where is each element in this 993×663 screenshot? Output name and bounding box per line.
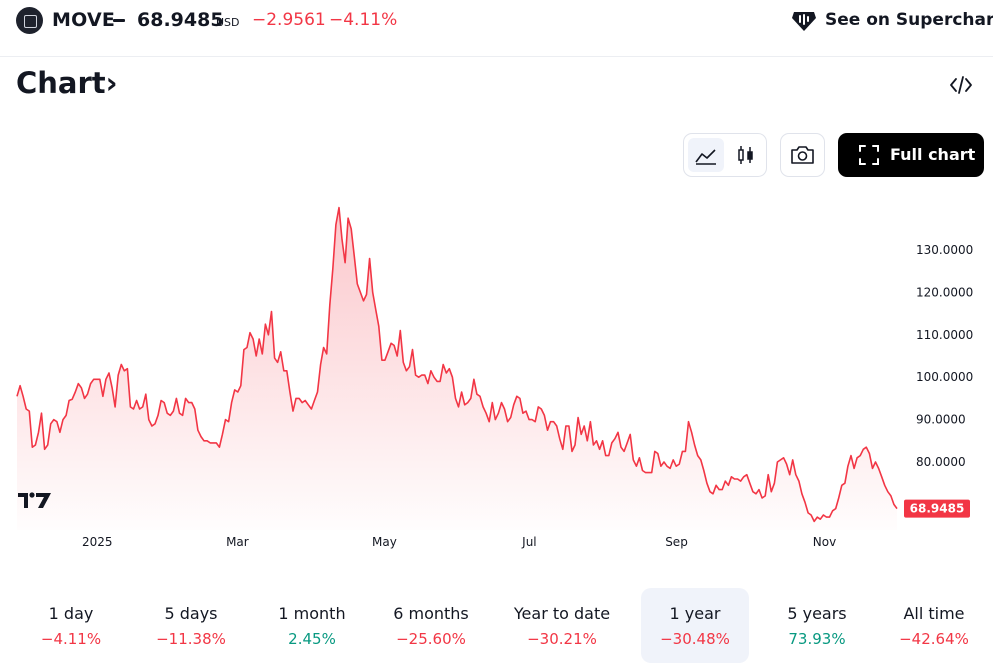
period-button[interactable]: 5 days −11.38% [130,588,252,663]
period-button[interactable]: 6 months −25.60% [371,588,491,663]
camera-icon [791,146,814,164]
price-area-fill [17,207,897,530]
price-change-percent: −4.11% [329,10,398,30]
symbol-header: MOVE 68.9485 USD −2.9561 −4.11% See on S… [0,0,993,44]
period-button[interactable]: 1 year −30.48% [641,588,749,663]
tradingview-logo-icon[interactable] [18,492,51,508]
period-label: Year to date [513,604,611,623]
symbol-logo-icon [16,7,43,34]
chart-section-title[interactable]: Chart› [16,66,118,100]
price-chart[interactable]: 80.0000 90.0000 100.0000 110.0000 120.0000 13… [0,190,993,560]
period-label: 5 years [787,604,847,623]
header-divider [0,56,993,57]
period-label: 1 year [669,604,721,623]
y-axis-label: 110.0000 [916,328,973,342]
area-chart-button[interactable] [688,138,724,172]
period-label: 1 month [278,604,346,623]
period-change: −30.48% [660,630,730,648]
symbol-price: 68.9485 [137,9,224,31]
full-chart-label: Full chart [890,145,976,164]
x-axis-label: Sep [665,535,688,549]
chart-style-toggle [683,133,767,177]
period-label: 5 days [164,604,218,623]
chevron-right-icon: › [105,66,118,100]
x-axis-label: May [372,535,397,549]
x-axis-label: Nov [813,535,836,549]
candles-icon [738,146,753,164]
period-button[interactable]: All time −42.64% [886,588,982,663]
embed-code-icon[interactable] [948,74,974,96]
period-button[interactable]: 1 day −4.11% [12,588,130,663]
period-selector: 1 day −4.11% 5 days −11.38% 1 month 2.45% 6 mo… [0,588,993,663]
y-axis-label: 100.0000 [916,370,973,384]
screenshot-button[interactable] [780,133,825,177]
period-change: −4.11% [40,630,102,648]
full-chart-button[interactable]: Full chart [838,133,984,177]
y-axis-label: 80.0000 [916,455,966,469]
candles-chart-button[interactable] [728,138,764,172]
period-button[interactable]: 1 month 2.45% [252,588,372,663]
period-change: 2.45% [288,630,336,648]
area-chart-icon [695,149,716,165]
last-price-value: 68.9485 [910,502,965,516]
price-currency: USD [216,16,240,29]
x-axis-label: Jul [521,535,536,549]
period-change: −11.38% [156,630,226,648]
period-label: All time [903,604,965,623]
period-button[interactable]: 5 years 73.93% [762,588,872,663]
y-axis-label: 90.0000 [916,413,966,427]
period-label: 1 day [48,604,94,623]
price-line [16,206,898,523]
symbol-name[interactable]: MOVE [52,9,116,31]
period-change: 73.93% [788,630,846,648]
y-axis-label: 130.0000 [916,243,973,257]
last-price-label: 68.9485 [904,499,970,518]
period-label: 6 months [393,604,469,623]
supercharts-logo-icon[interactable] [790,7,818,33]
y-axis-label: 120.0000 [916,285,973,299]
price-change: −2.9561 [252,10,326,30]
period-change: −25.60% [396,630,466,648]
period-button[interactable]: Year to date −30.21% [491,588,633,663]
x-axis-label: Mar [226,535,249,549]
period-change: −42.64% [899,630,969,648]
separator-dash [113,19,125,22]
chart-title-text: Chart [16,66,106,100]
x-axis-label: 2025 [82,535,113,549]
fullscreen-icon [859,145,879,165]
period-change: −30.21% [527,630,597,648]
see-on-supercharts-link[interactable]: See on Supercharts [825,10,993,30]
